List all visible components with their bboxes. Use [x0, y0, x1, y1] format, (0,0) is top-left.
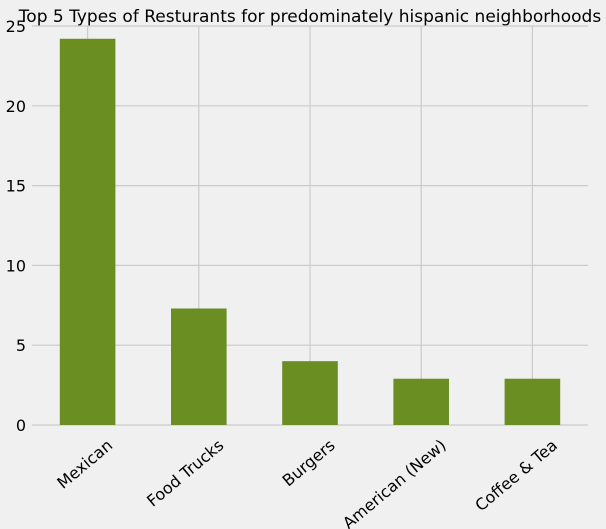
x-tick-label: Food Trucks [143, 436, 227, 511]
chart-title: Top 5 Types of Resturants for predominat… [18, 7, 602, 27]
x-tick-label: American (New) [339, 436, 450, 529]
bar-mexican [59, 38, 116, 425]
x-tick-label: Coffee & Tea [471, 436, 561, 515]
grid-lines [32, 25, 588, 426]
y-tick-label: 10 [6, 256, 26, 275]
y-tick-label: 0 [16, 416, 26, 435]
x-axis-ticks: Mexican Food Trucks Burgers American (New) C… [53, 436, 561, 529]
y-axis-ticks: 0 5 10 15 20 25 [6, 17, 26, 435]
bar-american-new [393, 378, 449, 425]
x-tick-label: Burgers [279, 436, 339, 491]
bars [59, 38, 561, 425]
y-tick-label: 5 [16, 336, 26, 355]
bar-burgers [282, 361, 338, 425]
bar-food-trucks [171, 308, 227, 425]
bar-coffee-tea [504, 378, 561, 425]
y-tick-label: 15 [6, 177, 26, 196]
x-tick-label: Mexican [53, 436, 116, 493]
y-tick-label: 25 [6, 17, 26, 36]
y-tick-label: 20 [6, 97, 26, 116]
